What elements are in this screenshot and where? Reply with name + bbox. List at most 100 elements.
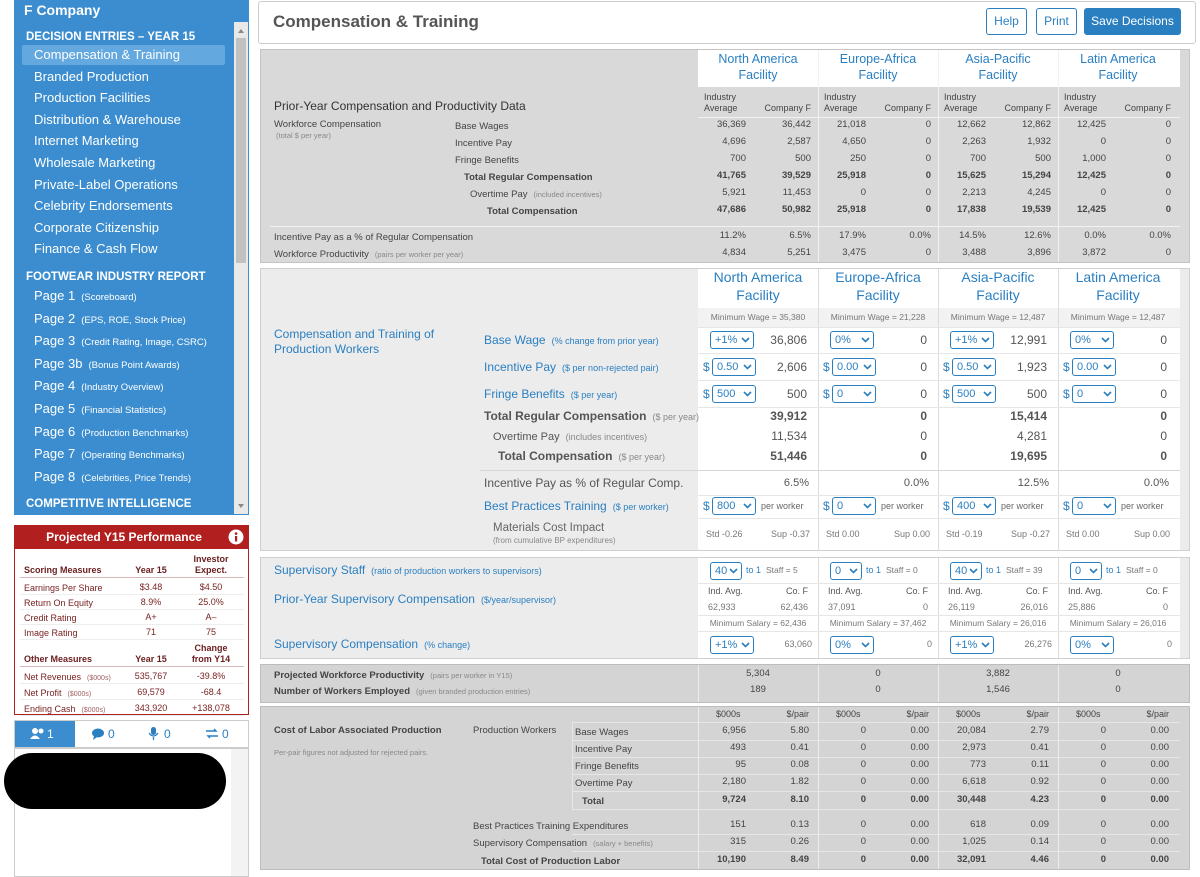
currency-sign: $ [703, 359, 710, 374]
row-label: Fringe Benefits ($ per year) [484, 386, 617, 403]
perf-label: Ending Cash ($000s) [24, 700, 105, 719]
column-header: $000s [1076, 708, 1101, 719]
tab-count[interactable]: 1 [47, 726, 54, 741]
label-text: Internet Marketing [34, 133, 139, 149]
select-input[interactable]: 0.50 [952, 358, 996, 376]
cell-value: 0.00 [1150, 836, 1170, 847]
label-text: Image Rating [24, 628, 78, 638]
label-note: (% change) [424, 640, 471, 650]
cell-value: 47,686 [716, 204, 746, 215]
nav-item[interactable]: Page 3b (Bonus Point Awards) [34, 356, 180, 374]
nav-item[interactable]: Finance & Cash Flow [34, 241, 158, 257]
unit: to 1 [866, 564, 882, 575]
nav-item[interactable]: Page 8 (Celebrities, Price Trends) [34, 469, 191, 487]
divider [938, 558, 939, 658]
divider [698, 583, 1180, 584]
cell-value: 0 [860, 819, 866, 830]
button[interactable]: Help [986, 8, 1027, 35]
chevron [729, 568, 738, 574]
section-title: Prior-Year Compensation and Productivity… [274, 98, 526, 113]
select-input[interactable]: 0% [1070, 636, 1114, 654]
divider [698, 631, 1180, 632]
tab-count[interactable]: 0 [164, 726, 171, 741]
select-input[interactable]: 0 [1070, 562, 1102, 580]
nav-item[interactable]: Internet Marketing [34, 133, 139, 149]
tab-count[interactable]: 0 [108, 726, 115, 741]
tab-icon[interactable] [91, 727, 105, 741]
nav-item[interactable]: Page 5 (Financial Statistics) [34, 401, 166, 419]
arrows [238, 29, 244, 508]
select-input[interactable]: 40 [950, 562, 982, 580]
select-chevron [743, 391, 752, 397]
cell-value: 0.00 [1150, 794, 1170, 805]
select-input[interactable]: +1% [950, 331, 994, 349]
select-input[interactable]: 0 [1072, 385, 1116, 403]
nav-item[interactable]: Page 3 (Credit Rating, Image, CSRC) [34, 333, 207, 351]
select-input[interactable]: 0% [830, 331, 874, 349]
select-value: 0 [1077, 388, 1084, 400]
tab-icon[interactable] [147, 727, 161, 741]
divider [572, 774, 1180, 775]
nav-item[interactable]: Page 1 (Scoreboard) [34, 288, 137, 306]
select-input[interactable]: 800 [712, 497, 756, 515]
select-input[interactable]: 0.00 [832, 358, 876, 376]
nav-item[interactable]: Wholesale Marketing [34, 155, 155, 171]
chevron [861, 642, 870, 648]
nav-item[interactable]: Private-Label Operations [34, 177, 178, 193]
select-input[interactable]: 500 [952, 385, 996, 403]
nav-item[interactable]: Celebrity Endorsements [34, 198, 173, 214]
select-input[interactable]: 40 [710, 562, 742, 580]
divider [572, 722, 573, 809]
select-input[interactable]: 400 [952, 497, 996, 515]
facility-name: Latin America Facility [1075, 269, 1161, 303]
label-text: Total Cost of Production Labor [481, 856, 621, 867]
unit: to 1 [986, 564, 1002, 575]
nav-item[interactable]: Page 7 (Operating Benchmarks) [34, 446, 185, 464]
nav-item[interactable]: Page 6 (Production Benchmarks) [34, 424, 188, 442]
cell-value: 0 [1115, 668, 1121, 679]
column-header: $000s [956, 708, 981, 719]
cell-value: 0.00 [1150, 759, 1170, 770]
select-input[interactable]: +1% [710, 636, 754, 654]
nav-item[interactable]: Distribution & Warehouse [34, 112, 181, 128]
label-text: Total Regular Compensation [484, 409, 647, 423]
button[interactable]: Save Decisions [1084, 8, 1181, 35]
divider [20, 624, 244, 625]
column-header: $000s [836, 708, 861, 719]
cell-value: 0.00 [910, 854, 930, 865]
cell-value: 0 [1100, 819, 1106, 830]
select-input[interactable]: 0% [1070, 331, 1114, 349]
chevron [1089, 568, 1098, 574]
cell-value: 8.49 [790, 854, 810, 865]
tab-icon[interactable] [205, 727, 219, 741]
cell-value: 0 [1100, 759, 1106, 770]
select-input[interactable]: 0.00 [1072, 358, 1116, 376]
column-header: $/pair [906, 708, 929, 719]
nav-item[interactable]: Branded Production [34, 69, 149, 85]
nav-item[interactable]: Production Facilities [34, 90, 150, 106]
cell-value: 20,084 [956, 725, 986, 736]
nav-item[interactable]: Page 2 (EPS, ROE, Stock Price) [34, 311, 186, 329]
chevron-path [1103, 503, 1112, 509]
select-input[interactable]: 0.50 [712, 358, 756, 376]
button[interactable]: Print [1036, 8, 1077, 35]
row-label: Projected Workforce Productivity (pairs p… [274, 666, 512, 684]
select-input[interactable]: 0 [830, 562, 862, 580]
select-input[interactable]: +1% [710, 331, 754, 349]
select-input[interactable]: 0 [1072, 497, 1116, 515]
tab-count[interactable]: 0 [222, 726, 229, 741]
select-input[interactable]: 500 [712, 385, 756, 403]
select-input[interactable]: 0 [832, 385, 876, 403]
cell-value: 2,213 [962, 187, 986, 198]
select-input[interactable]: 0 [832, 497, 876, 515]
nav-item[interactable]: Corporate Citizenship [34, 220, 159, 236]
tab-icon[interactable] [30, 727, 44, 741]
panel-title: Projected Y15 Performance [46, 529, 202, 544]
cell-value: 500 [1026, 386, 1047, 401]
cell-value: 2,606 [776, 359, 807, 374]
select-value: 40 [715, 565, 728, 577]
select-input[interactable]: +1% [950, 636, 994, 654]
nav-item[interactable]: Compensation & Training [34, 47, 180, 63]
nav-item[interactable]: Page 4 (Industry Overview) [34, 378, 164, 396]
select-input[interactable]: 0% [830, 636, 874, 654]
